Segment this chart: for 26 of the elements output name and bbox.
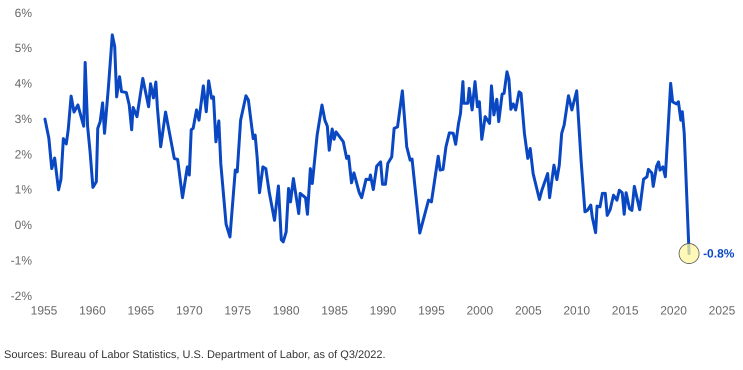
x-tick-label: 1970	[176, 304, 203, 318]
x-tick-label: 2015	[612, 304, 639, 318]
x-tick-label: 2005	[514, 304, 542, 318]
y-tick-label: 5%	[14, 41, 32, 56]
x-tick-label: 1955	[30, 304, 58, 318]
x-tick-label: 1965	[128, 304, 155, 318]
x-tick-label: 1980	[272, 304, 300, 318]
y-tick-label: 1%	[14, 182, 32, 197]
y-tick-label: -1%	[10, 253, 32, 268]
x-tick-label: 1960	[79, 304, 106, 318]
annotation: -0.8%	[703, 246, 735, 261]
x-tick-label: 1985	[321, 304, 348, 318]
x-tick-label: 2025	[708, 304, 736, 318]
y-tick-label: 0%	[14, 218, 32, 232]
y-tick-label: -2%	[10, 288, 32, 303]
x-tick-label: 2010	[563, 304, 590, 318]
x-tick-label: 2000	[466, 304, 494, 318]
y-tick-label: 6%	[14, 6, 32, 20]
x-tick-label: 1990	[370, 304, 397, 318]
x-tick-label: 1995	[418, 304, 446, 318]
y-tick-label: 3%	[14, 112, 32, 126]
y-tick-label: 4%	[14, 76, 32, 91]
x-tick-label: 1975	[224, 304, 252, 318]
source-note: Sources: Bureau of Labor Statistics, U.S. Department of Labor, as of Q3/2022.	[4, 349, 386, 361]
y-tick-label: 2%	[14, 147, 32, 162]
x-tick-label: 2020	[660, 304, 688, 318]
